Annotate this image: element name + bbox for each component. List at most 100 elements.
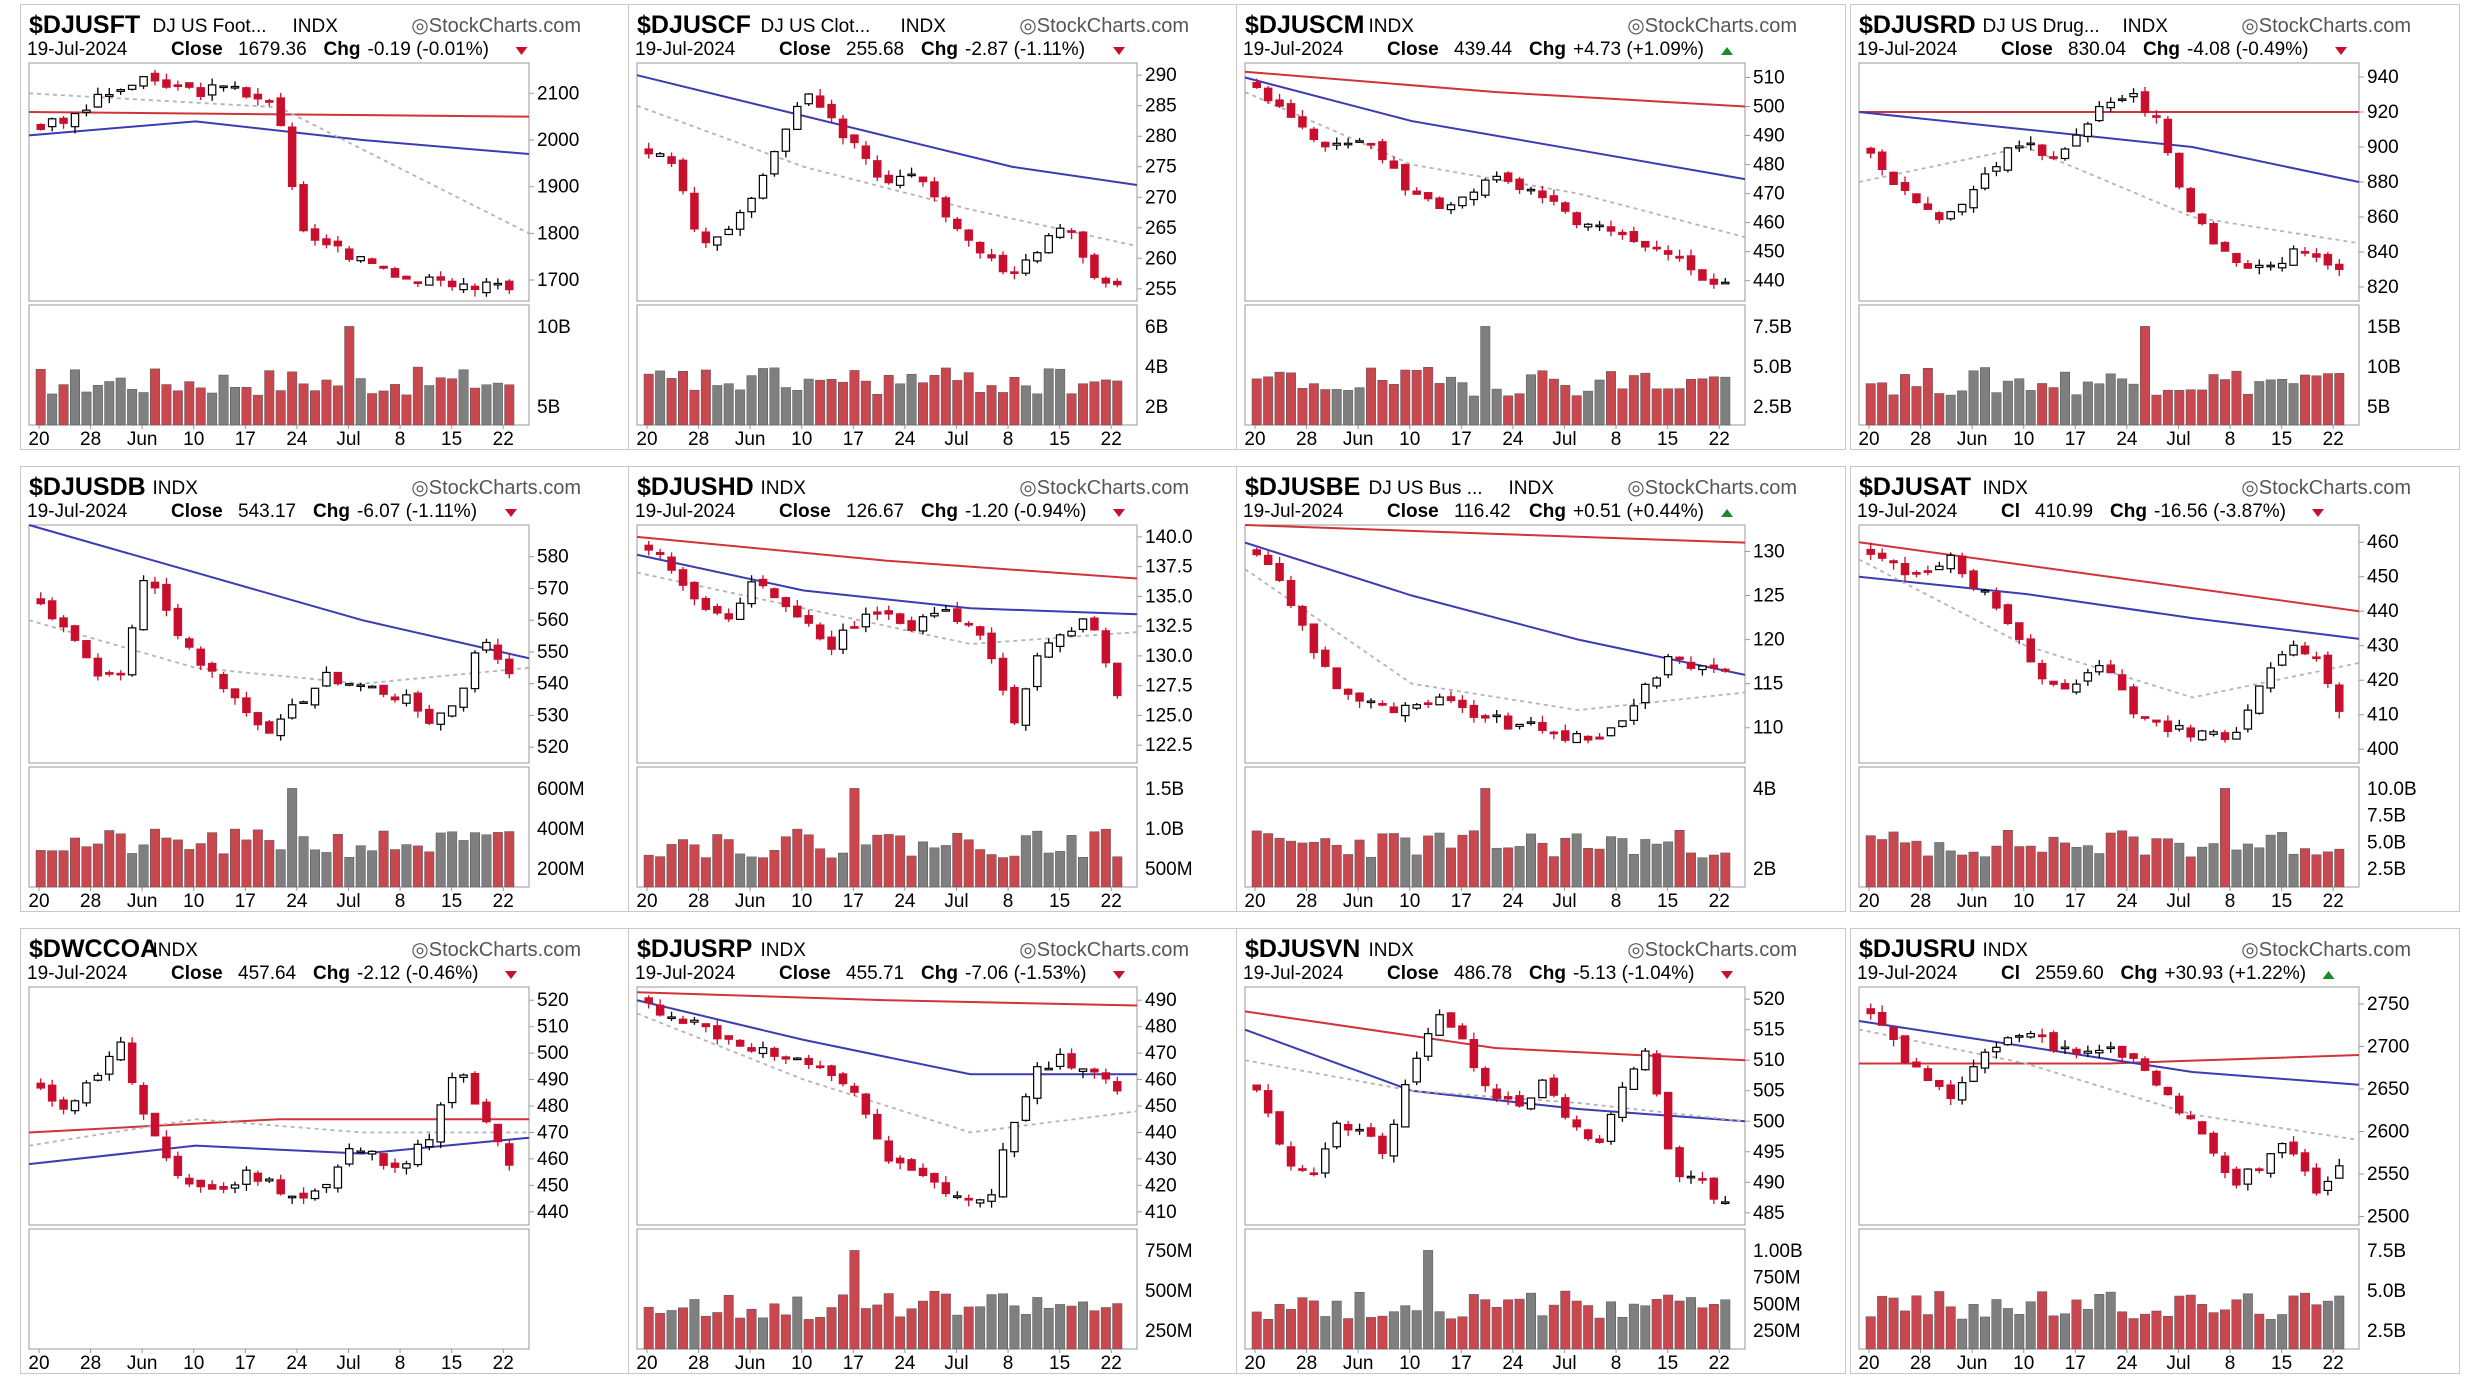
candle-body — [1912, 1061, 1921, 1068]
candle-body — [2220, 1155, 2230, 1174]
candle-body — [1492, 175, 1501, 181]
candle-body — [1263, 87, 1273, 102]
volume-bar — [723, 383, 734, 426]
candle-body — [1010, 686, 1019, 724]
candle-body — [975, 1199, 985, 1204]
chart-panel-djushd[interactable]: $DJUSHD INDX ◎StockCharts.com 19-Jul-2024 Cl… — [628, 466, 1238, 912]
volume-bar — [1009, 1305, 1020, 1350]
candle-body — [667, 1016, 676, 1020]
candle-body — [173, 607, 183, 637]
ma-mid-line — [636, 553, 1138, 616]
x-tick-label: 17 — [2065, 429, 2086, 450]
candle-body — [1321, 141, 1330, 148]
volume-bar — [47, 850, 58, 888]
chart-panel-djusvn[interactable]: $DJUSVN INDX ◎StockCharts.com 19-Jul-2024 Cl… — [1236, 928, 1846, 1374]
volume-bar — [1980, 367, 1990, 426]
candle-body — [425, 1139, 434, 1148]
volume-bar — [826, 1307, 837, 1350]
price-tick-label: 880 — [2367, 172, 2399, 193]
price-pane-frame — [1858, 986, 2360, 1226]
volume-bar — [1945, 850, 1956, 888]
volume-bar — [504, 831, 515, 888]
volume-bar — [1089, 831, 1100, 888]
candle-body — [1458, 699, 1467, 709]
volume-bar — [1020, 835, 1031, 888]
volume-bar — [2334, 1295, 2345, 1350]
candle-body — [1606, 727, 1616, 737]
price-tick-label: 110 — [1753, 718, 1783, 739]
volume-tick-label: 7.5B — [2367, 806, 2406, 827]
candle-body — [1663, 250, 1673, 255]
volume-bar — [1100, 828, 1111, 888]
volume-bar — [1066, 393, 1077, 426]
candle-body — [299, 184, 308, 232]
candle-body — [1423, 1033, 1433, 1057]
volume-bar — [849, 788, 860, 888]
chart-panel-djusrp[interactable]: $DJUSRP INDX ◎StockCharts.com 19-Jul-2024 Cl… — [628, 928, 1238, 1374]
candle-body — [827, 103, 836, 119]
volume-bar — [826, 378, 837, 426]
volume-bar — [1020, 385, 1031, 426]
volume-bar — [1089, 1310, 1100, 1350]
chart-panel-djuscm[interactable]: $DJUSCM INDX ◎StockCharts.com 19-Jul-2024 Cl… — [1236, 4, 1846, 450]
close-value: 830.04 — [2068, 39, 2127, 60]
price-tick-label: 120 — [1753, 630, 1785, 651]
candle-body — [861, 613, 871, 628]
candle-body — [1912, 193, 1921, 204]
chart-panel-djuscf[interactable]: $DJUSCF DJ US Clot... INDX ◎StockCharts.com… — [628, 4, 1238, 450]
chg-value: -5.13 (-1.04%) — [1573, 963, 1694, 984]
x-tick-label: 10 — [1399, 429, 1420, 450]
volume-bar — [92, 843, 103, 888]
volume-bar — [1708, 854, 1719, 888]
candle-body — [93, 657, 103, 677]
volume-bar — [1945, 394, 1956, 426]
x-tick-label: 20 — [1244, 891, 1265, 912]
chart-panel-djusdb[interactable]: $DJUSDB INDX ◎StockCharts.com 19-Jul-2024 Cl… — [20, 466, 630, 912]
candle-body — [1709, 664, 1719, 669]
x-tick-label: Jun — [1343, 1353, 1374, 1374]
x-tick-label: Jun — [1957, 1353, 1988, 1374]
candle-body — [1113, 280, 1122, 286]
candle-body — [884, 1140, 893, 1162]
chart-panel-dwccoa[interactable]: $DWCCOA INDX ◎StockCharts.com 19-Jul-2024 Cl… — [20, 928, 630, 1374]
candle-body — [1481, 179, 1490, 196]
x-tick-label: 17 — [1451, 429, 1472, 450]
candle-body — [895, 175, 905, 186]
x-tick-label: 24 — [894, 891, 916, 912]
close-value: 1679.36 — [238, 39, 307, 60]
down-arrow-icon — [1113, 509, 1125, 517]
volume-bar — [1640, 372, 1651, 426]
volume-bar — [1066, 835, 1077, 888]
volume-bar — [1708, 1304, 1719, 1350]
candle-body — [1866, 548, 1875, 555]
candle-body — [1561, 202, 1570, 212]
candle-body — [1355, 1128, 1364, 1132]
candle-body — [1366, 142, 1376, 146]
candle-body — [2129, 93, 2138, 98]
volume-bar — [986, 1294, 997, 1350]
candle-body — [1561, 730, 1570, 741]
candle-body — [941, 1182, 951, 1195]
volume-bar — [1331, 389, 1342, 426]
volume-bar — [195, 387, 206, 426]
volume-bar — [1945, 1306, 1956, 1350]
candle-body — [1980, 1051, 1990, 1069]
chart-panel-djusbe[interactable]: $DJUSBE DJ US Bus ... INDX ◎StockCharts.com… — [1236, 466, 1846, 912]
ma-mid-line — [1858, 575, 2360, 640]
chart-panel-djusft[interactable]: $DJUSFT DJ US Foot... INDX ◎StockCharts.com… — [20, 4, 630, 450]
price-tick-label: 505 — [1753, 1081, 1785, 1102]
chart-panel-djusrd[interactable]: $DJUSRD DJ US Drug... INDX ◎StockCharts.com… — [1850, 4, 2460, 450]
price-tick-label: 125 — [1753, 586, 1785, 607]
candle-body — [276, 718, 285, 737]
chart-exchange: INDX — [153, 478, 199, 499]
x-tick-label: 8 — [1003, 429, 1014, 450]
volume-bar — [2322, 851, 2333, 888]
chart-panel-djusat[interactable]: $DJUSAT INDX ◎StockCharts.com 19-Jul-2024 Cl… — [1850, 466, 2460, 912]
stockcharts-brand: ◎StockCharts.com — [411, 477, 581, 499]
candle-body — [70, 625, 80, 641]
candle-body — [1378, 1135, 1387, 1154]
candle-body — [1969, 570, 1978, 589]
chart-panel-djusru[interactable]: $DJUSRU INDX ◎StockCharts.com 19-Jul-2024 Cl… — [1850, 928, 2460, 1374]
volume-bar — [2174, 1295, 2185, 1350]
volume-bar — [1354, 1292, 1365, 1350]
